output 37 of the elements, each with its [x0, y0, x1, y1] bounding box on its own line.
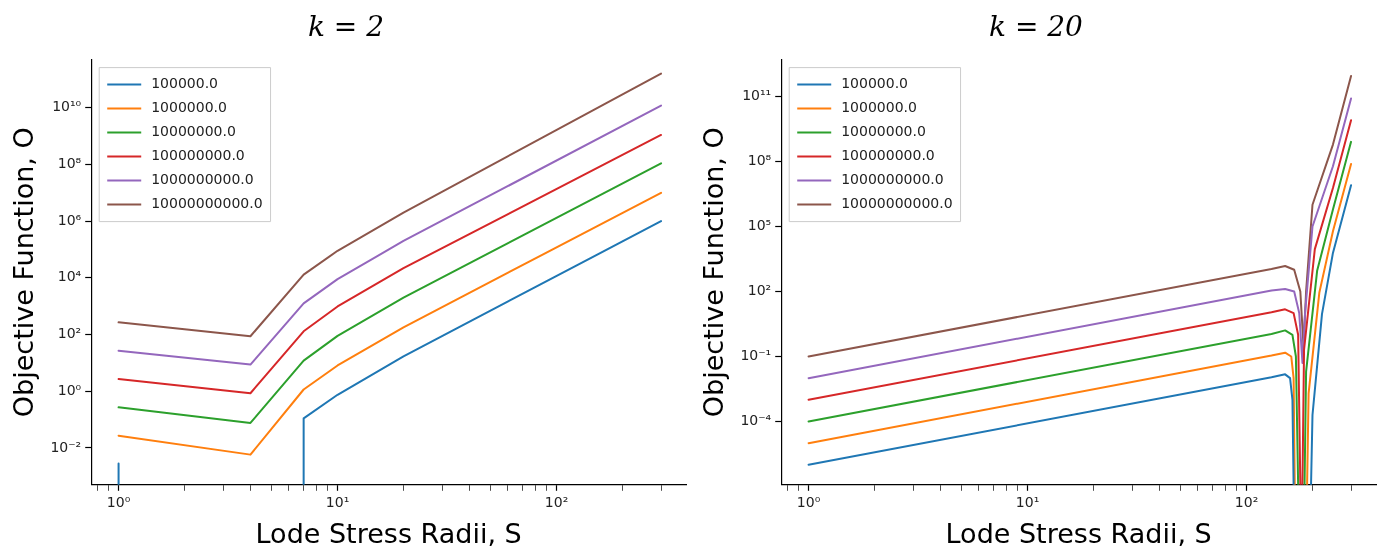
y-axis-title: Objective Function, O — [8, 127, 40, 418]
x-tick-label: 10¹ — [1015, 493, 1040, 510]
y-tick-label: 10⁸ — [747, 152, 772, 169]
y-tick-label: 10¹¹ — [742, 87, 772, 104]
y-tick-label: 10⁻¹ — [740, 347, 772, 364]
x-tick-label: 10² — [544, 493, 569, 510]
legend-label: 1000000000.0 — [841, 171, 944, 188]
legend-label: 10000000000.0 — [151, 195, 263, 212]
legend-label: 1000000.0 — [151, 99, 227, 116]
x-tick-label: 10² — [1234, 493, 1259, 510]
y-tick-label: 10⁻⁴ — [740, 412, 772, 429]
x-tick-label: 10¹ — [325, 493, 350, 510]
x-axis-title: Lode Stress Radii, S — [255, 517, 522, 549]
y-tick-label: 10⁻² — [50, 438, 82, 455]
y-tick-label: 10² — [57, 325, 82, 342]
y-tick-label: 10⁶ — [57, 211, 82, 228]
y-axis-title: Objective Function, O — [698, 127, 730, 418]
legend-label: 10000000.0 — [841, 123, 926, 140]
x-tick-label: 10⁰ — [796, 493, 821, 510]
y-tick-label: 10⁰ — [57, 381, 82, 398]
legend-label: 100000000.0 — [841, 147, 935, 164]
legend-label: 1000000.0 — [841, 99, 917, 116]
y-tick-label: 10² — [747, 282, 772, 299]
legend-label: 100000.0 — [151, 75, 219, 92]
legend-label: 10000000.0 — [151, 123, 236, 140]
x-axis-title: Lode Stress Radii, S — [945, 517, 1212, 549]
y-tick-label: 10⁵ — [747, 217, 772, 234]
y-tick-label: 10⁸ — [57, 155, 82, 172]
x-tick-label: 10⁰ — [106, 493, 131, 510]
legend-label: 100000000.0 — [151, 147, 245, 164]
chart-title: k = 20 — [989, 10, 1083, 44]
y-tick-label: 10⁴ — [57, 268, 82, 285]
legend-label: 1000000000.0 — [151, 171, 254, 188]
y-tick-label: 10¹⁰ — [52, 98, 82, 115]
legend-label: 100000.0 — [841, 75, 909, 92]
legend-label: 10000000000.0 — [841, 195, 953, 212]
chart-title: k = 2 — [307, 10, 385, 44]
